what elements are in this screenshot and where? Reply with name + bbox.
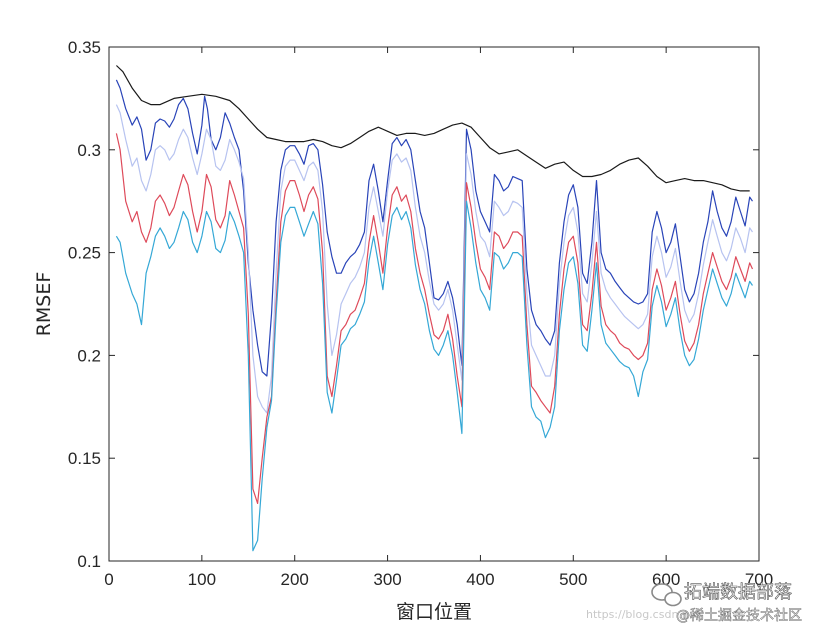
x-tick-label-200: 200	[281, 570, 309, 589]
series-line-4	[115, 133, 754, 504]
y-tick-label-0.1: 0.1	[77, 552, 101, 571]
y-tick-label-0.2: 0.2	[77, 346, 101, 365]
watermark-site-label: @稀土掘金技术社区	[676, 608, 802, 624]
series-layer	[115, 65, 754, 552]
tick-layer: 0 100 200 300 400 500 600 7000.10.150.20.250.30…	[68, 38, 773, 589]
series-line-1	[115, 65, 750, 192]
x-axis-title: 窗口位置	[396, 601, 472, 623]
x-tick-label-300: 300	[373, 570, 401, 589]
series-line-3	[115, 104, 753, 414]
series-line-2	[115, 79, 753, 377]
x-tick-label-500: 500	[559, 570, 587, 589]
x-tick-label-100: 100	[188, 570, 216, 589]
wechat-icon	[651, 583, 682, 607]
x-tick-label-0: 0	[104, 570, 113, 589]
y-tick-label-0.15: 0.15	[68, 449, 101, 468]
y-tick-label-0.35: 0.35	[68, 38, 101, 57]
series-line-5	[115, 200, 753, 552]
x-tick-label-400: 400	[466, 570, 494, 589]
axes-box	[108, 46, 760, 562]
watermark-url-label: https://blog.csdn.net	[586, 608, 701, 621]
y-axis-title: RMSEF	[33, 272, 55, 337]
watermark: 拓端数据部落 https://blog.csdn.net @稀土掘金技术社区	[586, 582, 802, 625]
y-tick-label-0.3: 0.3	[77, 141, 101, 160]
watermark-wechat-label: 拓端数据部落	[684, 582, 792, 603]
x-tick-label-700: 700	[745, 570, 773, 589]
y-tick-label-0.25: 0.25	[68, 244, 101, 263]
